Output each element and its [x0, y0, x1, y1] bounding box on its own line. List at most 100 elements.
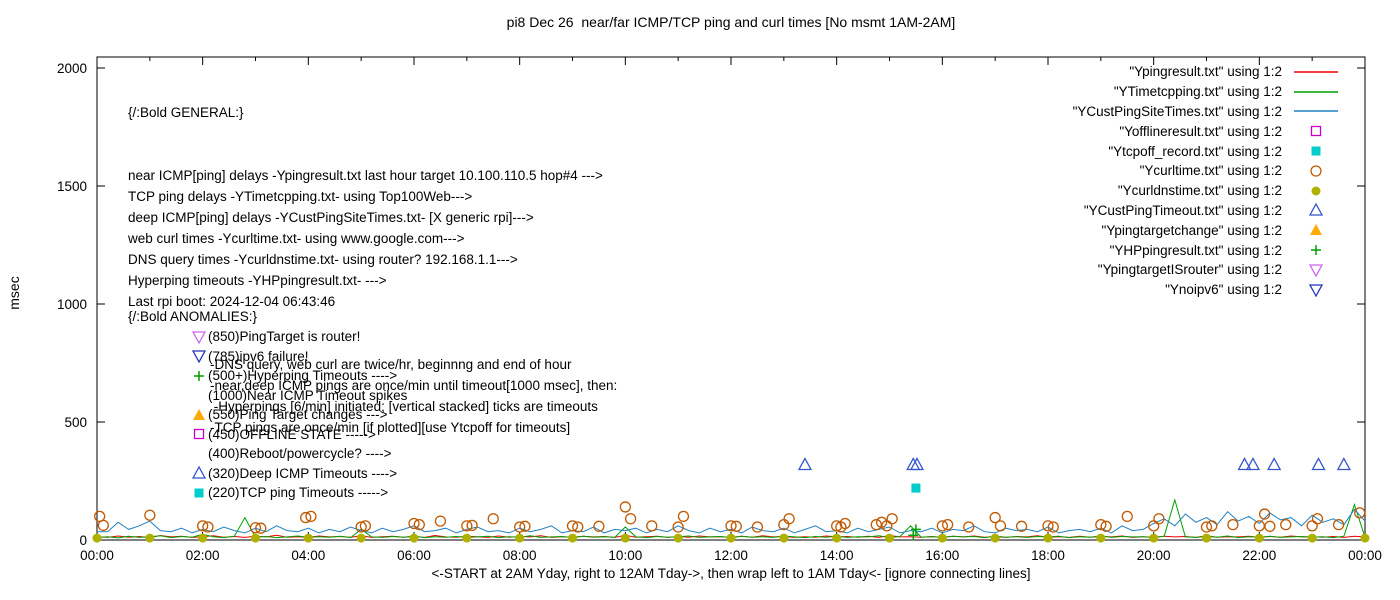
y-tick-label: 1500: [57, 179, 87, 194]
marker-circle-filled: [92, 533, 102, 543]
legend-label: "Ycurltime.txt" using 1:2: [1139, 163, 1282, 179]
marker-tri-down-open: [1308, 264, 1324, 278]
marker-circle-open: [593, 520, 605, 532]
marker-tri-down-open: [191, 350, 207, 364]
series-line-YCustPingSiteTimes.txt: [97, 508, 1366, 534]
marker-circle-filled: [832, 533, 842, 543]
legend-sample-line: [1294, 110, 1338, 113]
anomaly-row: (320)Deep ICMP Timeouts ---->: [128, 464, 407, 484]
marker-circle-open: [783, 513, 795, 525]
anomaly-text: (550)Ping Target changes --->: [208, 407, 388, 423]
anomaly-row: (450)OFFLINE STATE ----->: [128, 425, 407, 445]
legend-sample-tri-down-open: [1308, 264, 1324, 278]
marker-circle-open: [1095, 519, 1107, 531]
x-tick-label: 14:00: [820, 548, 854, 563]
marker-circle-open: [1206, 520, 1218, 532]
marker-circle-open: [1047, 521, 1059, 533]
marker-circle-open: [1264, 520, 1276, 532]
marker-circle-filled: [885, 533, 894, 543]
marker-plus: [1311, 245, 1321, 256]
marker-circle-open: [1311, 513, 1324, 525]
anomaly-row: (785)ipv6 failure!: [128, 347, 407, 367]
legend-row: "Ynoipv6" using 1:2: [1165, 280, 1340, 300]
marker-circle-open: [624, 513, 637, 525]
legend-label: "YHPpingresult.txt" using 1:2: [1109, 242, 1282, 258]
x-tick-label: 02:00: [186, 548, 220, 563]
legend-sample-plus: [1311, 245, 1321, 256]
legend-sample-circle-open: [1310, 165, 1322, 177]
legend-label: "Ycurldnstime.txt" using 1:2: [1117, 183, 1282, 199]
x-tick-label: 00:00: [1348, 548, 1382, 563]
square-filled-icon: [194, 488, 204, 498]
marker-circle-filled: [673, 533, 683, 543]
marker-circle-open: [519, 520, 531, 532]
marker-tri-up-open: [1311, 457, 1326, 471]
general-note: -TCP pings are once/min [if plotted][use…: [210, 420, 571, 435]
square-open-icon: [190, 426, 208, 442]
x-axis-label: <-START at 2AM Yday, right to 12AM Tday-…: [431, 566, 1031, 581]
marker-tri-up-open: [797, 457, 813, 471]
general-line: TCP ping delays -YTimetcpping.txt- using…: [128, 189, 473, 204]
plus-icon: [194, 370, 204, 381]
marker-tri-up-open: [191, 465, 207, 479]
marker-circle-open: [461, 520, 473, 532]
anomaly-text: (450)OFFLINE STATE ----->: [208, 426, 376, 442]
marker-circle-open: [831, 520, 843, 532]
marker-circle-open: [97, 519, 109, 532]
anomaly-text: (500+)Hyperping Timeouts ---->: [208, 368, 398, 384]
marker-circle-filled: [726, 533, 736, 543]
marker-circle-filled: [356, 533, 366, 543]
series-points-Ycurltime.txt: [93, 501, 1366, 534]
marker-circle-open: [1200, 521, 1213, 533]
legend-sample-tri-up-open: [1308, 203, 1324, 217]
y-tick-label: 500: [64, 415, 87, 430]
chart-title: pi8 Dec 26 near/far ICMP/TCP ping and cu…: [506, 14, 956, 30]
legend-label: "YpingtargetISrouter" using 1:2: [1097, 262, 1282, 278]
y-tick-label: 1000: [57, 297, 87, 312]
marker-circle-open: [1306, 520, 1318, 532]
legend-row: "YCustPingSiteTimes.txt" using 1:2: [1073, 102, 1340, 122]
no-icon: [190, 387, 208, 403]
legend-row: "YpingtargetISrouter" using 1:2: [1098, 260, 1340, 280]
marker-circle-open: [408, 517, 420, 530]
legend-sample-circle-filled: [1311, 186, 1321, 196]
tri-up-filled-icon: [193, 408, 205, 420]
marker-circle-open: [144, 509, 156, 521]
marker-square-filled: [1311, 146, 1321, 156]
marker-circle-filled: [515, 533, 525, 543]
legend-row: "Ycurltime.txt" using 1:2: [1140, 161, 1340, 181]
x-tick-label: 20:00: [1137, 548, 1171, 563]
anomaly-text: (785)ipv6 failure!: [208, 348, 309, 364]
tri-down-open-icon: [191, 350, 207, 364]
x-tick-label: 04:00: [291, 548, 325, 563]
marker-circle-open: [730, 520, 742, 532]
marker-circle-open: [994, 520, 1007, 532]
marker-circle-filled: [251, 533, 260, 543]
tri-up-open-icon: [190, 465, 208, 481]
legend: "Ypingresult.txt" using 1:2 "YTimetcpping…: [1073, 62, 1340, 300]
general-line: near ICMP[ping] delays -Ypingresult.txt …: [128, 168, 603, 183]
x-tick-label: 18:00: [1031, 548, 1065, 563]
marker-circle-open: [936, 520, 948, 532]
marker-tri-down-open: [1308, 284, 1324, 298]
legend-label: "YCustPingTimeout.txt" using 1:2: [1083, 202, 1282, 218]
marker-square-open: [1310, 126, 1322, 137]
marker-circle-open: [249, 522, 262, 534]
x-tick-label: 08:00: [503, 548, 537, 563]
general-line: DNS query times -Ycurldnstime.txt- using…: [128, 252, 518, 267]
marker-circle-open: [413, 519, 425, 531]
marker-circle-open: [1332, 519, 1345, 531]
marker-tri-up-filled: [1310, 224, 1322, 236]
marker-circle-open: [619, 501, 631, 513]
marker-tri-down-open: [191, 331, 207, 345]
marker-circle-open: [305, 510, 317, 523]
legend-label: "Yofflineresult.txt" using 1:2: [1119, 123, 1282, 139]
legend-label: "YCustPingSiteTimes.txt" using 1:2: [1072, 103, 1282, 119]
marker-circle-open: [1258, 508, 1271, 520]
marker-circle-filled: [198, 533, 208, 543]
marker-circle-filled: [1307, 533, 1317, 543]
tri-up-filled-icon: [190, 407, 208, 423]
marker-circle-open: [1280, 519, 1292, 531]
marker-circle-filled: [409, 533, 419, 543]
legend-row: "YHPpingresult.txt" using 1:2: [1110, 240, 1340, 260]
